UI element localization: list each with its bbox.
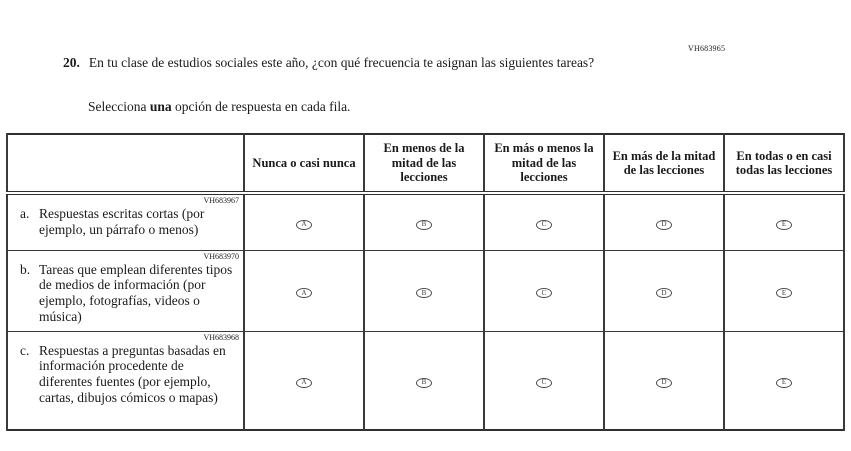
option-bubble-c-b[interactable]: B (416, 377, 432, 388)
option-cell-c3: C (483, 330, 605, 431)
question-number: 20. (63, 55, 80, 70)
option-bubble-a-d[interactable]: D (656, 219, 672, 230)
option-bubble-c-e[interactable]: E (776, 377, 792, 388)
row-b-text: Tareas que emplean diferentes tipos de m… (39, 261, 233, 325)
option-cell-b5: E (723, 249, 845, 332)
option-bubble-c-d[interactable]: D (656, 377, 672, 388)
row-b-accession-code: VH683970 (203, 251, 239, 261)
option-cell-c5: E (723, 330, 845, 431)
bubble-letter: A (301, 288, 307, 297)
option-cell-a4: D (603, 192, 725, 251)
option-cell-c2: B (363, 330, 485, 431)
table-row-b: VH683970 b. Tareas que emplean diferente… (6, 249, 845, 332)
bubble-letter: E (781, 288, 787, 297)
option-bubble-b-b[interactable]: B (416, 288, 432, 298)
instruction-text: Selecciona una opción de respuesta en ca… (88, 99, 350, 116)
row-b-letter: b. (20, 261, 31, 277)
option-bubble-b-a[interactable]: A (296, 288, 312, 298)
option-cell-a3: C (483, 192, 605, 251)
bubble-letter: E (781, 378, 787, 387)
instruction-suffix: opción de respuesta en cada fila. (171, 99, 351, 114)
table-row-c: VH683968 c. Respuestas a preguntas basad… (6, 330, 845, 431)
bubble-letter: C (541, 220, 547, 229)
option-bubble-a-e[interactable]: E (776, 219, 792, 230)
option-bubble-b-e[interactable]: E (776, 288, 792, 298)
bubble-letter: B (421, 220, 427, 229)
bubble-letter: C (541, 288, 547, 297)
option-cell-b2: B (363, 249, 485, 332)
question-accession-code: VH683965 (688, 44, 726, 53)
instruction-prefix: Selecciona (88, 99, 150, 114)
option-bubble-a-a[interactable]: A (296, 219, 312, 230)
table-row-a: VH683967 a. Respuestas escritas cortas (… (6, 192, 845, 251)
row-a-accession-code: VH683967 (203, 196, 239, 205)
bubble-letter: A (301, 220, 307, 229)
column-header-about-half: En más o menos la mitad de las lecciones (483, 133, 605, 195)
row-label-header-cell (6, 133, 245, 195)
option-bubble-b-d[interactable]: D (656, 288, 672, 298)
row-b-label: b. Tareas que emplean diferentes tipos d… (16, 262, 239, 326)
instruction-bold-word: una (149, 99, 172, 114)
question-block: 20. En tu clase de estudios sociales est… (63, 55, 594, 72)
bubble-letter: B (421, 288, 427, 297)
question-text: En tu clase de estudios sociales este añ… (88, 55, 595, 70)
option-cell-b1: A (243, 249, 365, 332)
bubble-letter: B (421, 378, 427, 387)
option-cell-a1: A (243, 192, 365, 251)
option-cell-b3: C (483, 249, 605, 332)
row-c-accession-code: VH683968 (203, 332, 239, 342)
row-a-label-cell: VH683967 a. Respuestas escritas cortas (… (6, 192, 245, 251)
row-a-label: a. Respuestas escritas cortas (por ejemp… (16, 206, 239, 238)
row-c-label-cell: VH683968 c. Respuestas a preguntas basad… (6, 330, 245, 431)
option-bubble-a-c[interactable]: C (536, 219, 552, 230)
column-header-all-lessons: En todas o en casi todas las lecciones (723, 133, 845, 195)
bubble-letter: C (541, 378, 547, 387)
row-a-letter: a. (20, 206, 30, 221)
header-row: Nunca o casi nunca En menos de la mitad … (6, 133, 845, 195)
option-bubble-c-c[interactable]: C (536, 377, 552, 388)
row-b-label-cell: VH683970 b. Tareas que emplean diferente… (6, 249, 245, 332)
column-header-more-than-half: En más de la mitad de las lecciones (603, 133, 725, 195)
option-bubble-c-a[interactable]: A (296, 377, 312, 388)
option-cell-a2: B (363, 192, 485, 251)
option-cell-c4: D (603, 330, 725, 431)
row-c-text: Respuestas a preguntas basadas en inform… (39, 342, 226, 406)
bubble-letter: A (301, 378, 307, 387)
row-a-text: Respuestas escritas cortas (por ejemplo,… (39, 206, 205, 237)
option-bubble-a-b[interactable]: B (416, 219, 432, 230)
row-c-label: c. Respuestas a preguntas basadas en inf… (16, 343, 239, 407)
option-cell-c1: A (243, 330, 365, 431)
option-cell-a5: E (723, 192, 845, 251)
option-cell-b4: D (603, 249, 725, 332)
bubble-letter: D (661, 288, 667, 297)
bubble-letter: E (781, 220, 787, 229)
answer-matrix-table: Nunca o casi nunca En menos de la mitad … (6, 133, 845, 431)
column-header-never: Nunca o casi nunca (243, 133, 365, 195)
bubble-letter: D (661, 220, 667, 229)
row-c-letter: c. (20, 342, 30, 358)
bubble-letter: D (661, 378, 667, 387)
option-bubble-b-c[interactable]: C (536, 288, 552, 298)
column-header-less-than-half: En menos de la mitad de las lecciones (363, 133, 485, 195)
